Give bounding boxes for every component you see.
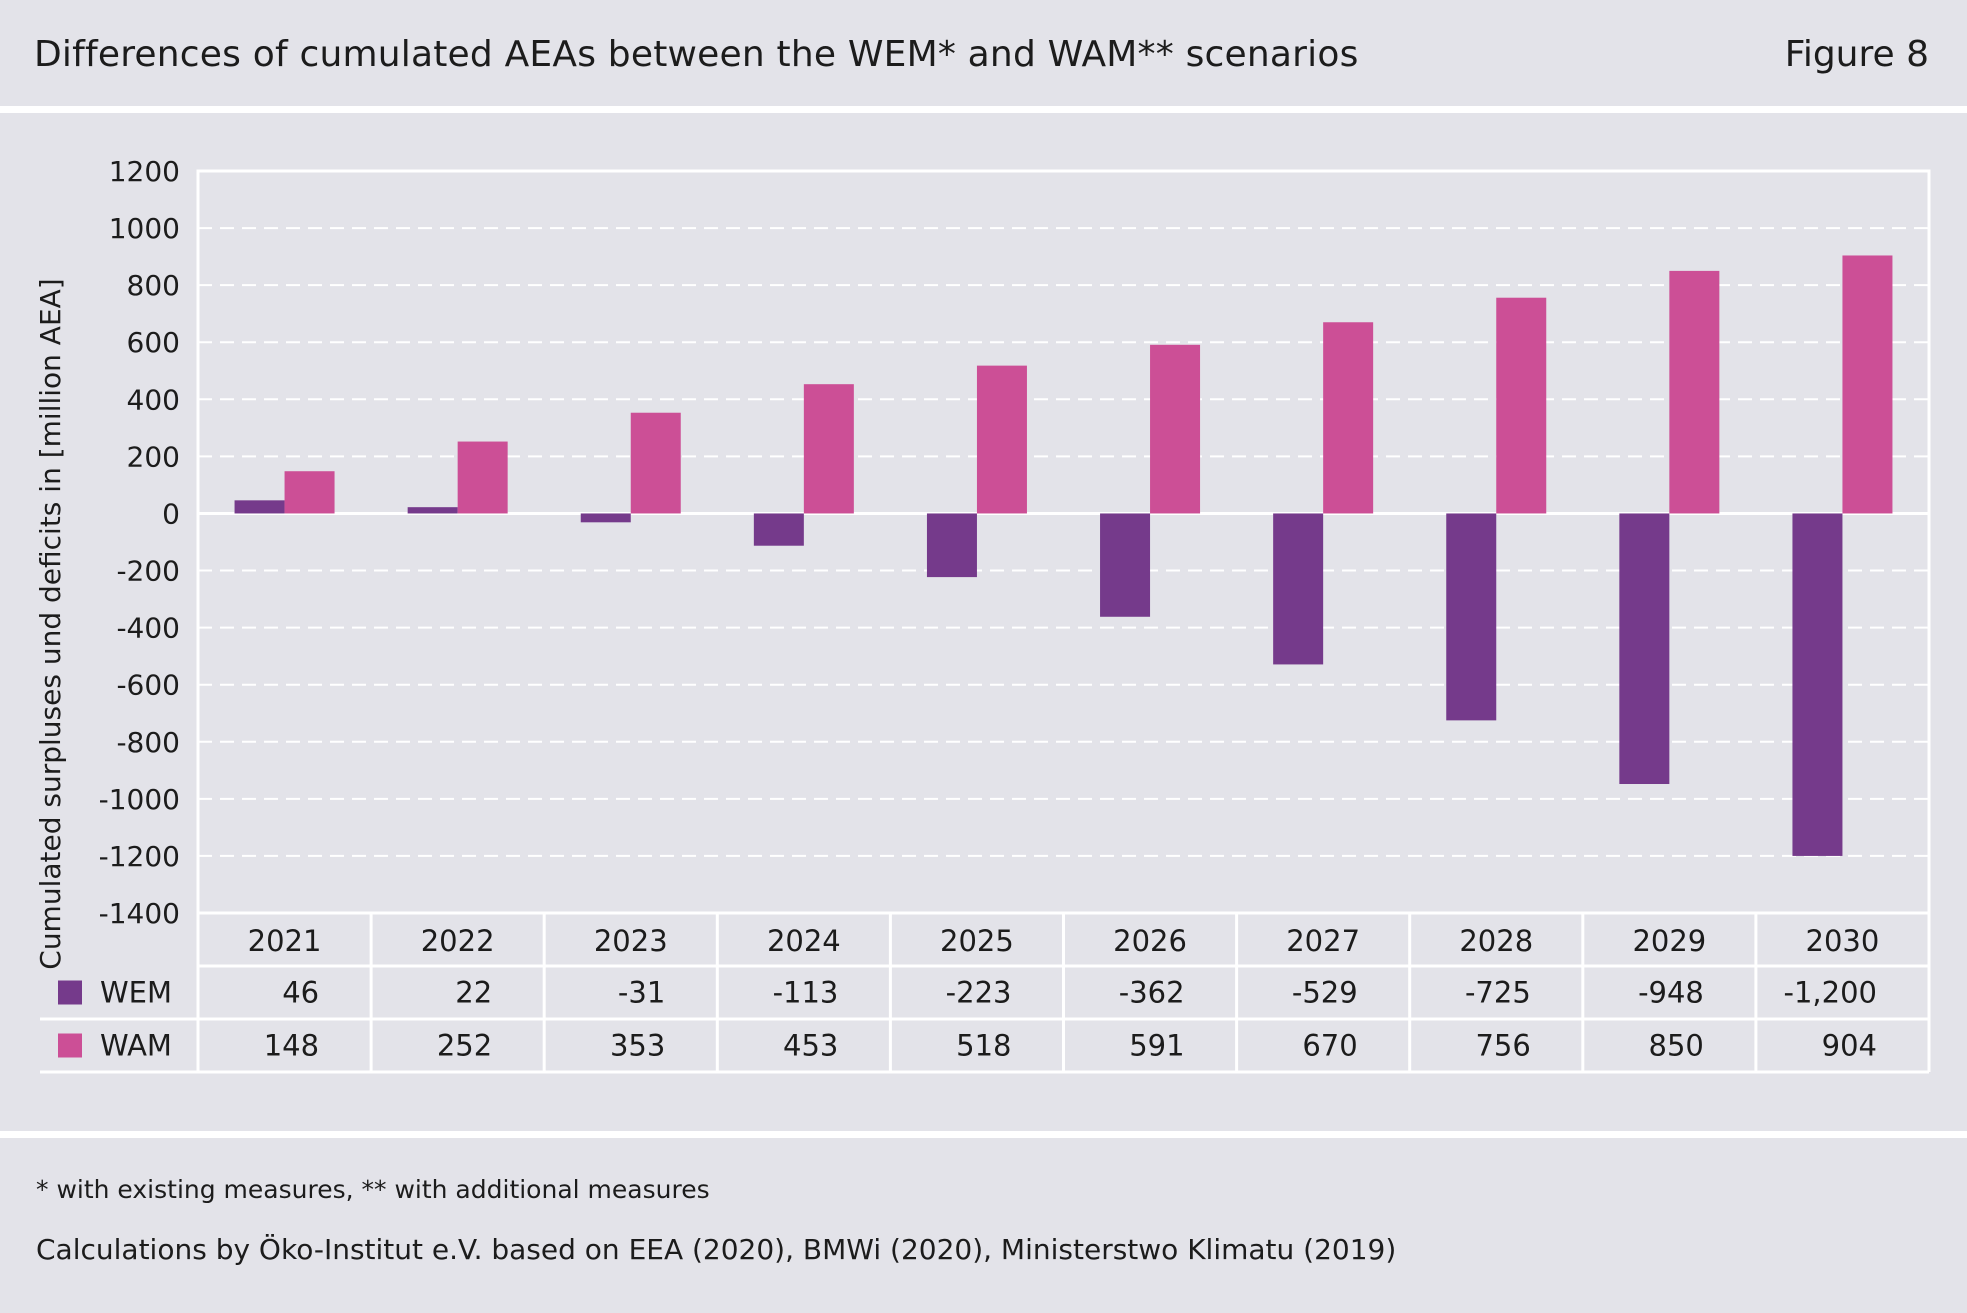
wem-bar [1273,513,1324,665]
y-tick-label: 1000 [109,212,180,245]
wam-value-label: 252 [437,1029,492,1063]
wem-bar [580,513,631,523]
y-tick-label: 1200 [109,155,180,188]
x-tick-label: 2029 [1632,924,1706,958]
wam-bar [803,384,854,514]
header-bar [0,0,1967,108]
wem-value-label: -1,200 [1784,976,1878,1010]
wem-bar [753,513,804,546]
data-table: 2021 2022 2023 2024 2025 2026 2027 2028 2029 2030… [40,913,1931,1074]
x-tick-label: 2027 [1286,924,1360,958]
wem-value-label: -113 [773,976,839,1010]
wem-value-label: -725 [1465,976,1531,1010]
wem-bar [407,507,458,514]
wam-bar [1150,344,1201,514]
chart-title: Differences of cumulated AEAs between th… [34,34,1359,75]
y-tick-label: -1000 [99,783,180,816]
x-tick-label: 2024 [767,924,841,958]
wam-bar [1842,255,1893,514]
y-tick-label: 0 [162,497,180,530]
wem-bar [1446,513,1497,721]
y-tick-label: -200 [116,555,180,588]
x-tick-label: 2028 [1459,924,1533,958]
y-axis-title: Cumulated surpluses und deficits in [mil… [34,278,67,969]
y-tick-label: 200 [127,440,180,473]
wem-value-label: -529 [1292,976,1358,1010]
figure-label: Figure 8 [1784,34,1929,75]
y-tick-label: 600 [127,326,180,359]
y-tick-label: -1400 [99,897,180,930]
x-tick-label: 2025 [940,924,1014,958]
x-tick-label: 2030 [1806,924,1880,958]
wem-value-label: -948 [1638,976,1704,1010]
wam-value-label: 518 [956,1029,1011,1063]
x-tick-label: 2026 [1113,924,1187,958]
footnote: * with existing measures, ** with additi… [36,1175,710,1204]
wam-value-label: 353 [610,1029,665,1063]
footer-separator [0,1131,1967,1138]
wem-bar [1619,513,1670,785]
wam-bar [1496,297,1547,514]
wam-bar [976,365,1027,514]
x-tick-label: 2023 [594,924,668,958]
y-tick-label: -400 [116,612,180,645]
wam-legend-label: WAM [100,1029,172,1063]
y-tick-label: -1200 [99,840,180,873]
bar-layer [234,255,1893,856]
y-tick-label: 800 [127,269,180,302]
wam-legend-swatch [58,1033,82,1058]
grid-layer [196,169,1931,915]
wem-value-label: 46 [282,976,319,1010]
wam-value-label: 670 [1302,1029,1357,1063]
wem-value-label: -362 [1119,976,1185,1010]
source-note: Calculations by Öko-Institut e.V. based … [36,1233,1397,1266]
wem-legend-label: WEM [100,976,172,1010]
wem-value-label: -223 [946,976,1012,1010]
wem-legend-swatch [58,980,82,1005]
wem-bar [1100,513,1151,617]
y-tick-label: -800 [116,726,180,759]
wem-bar [1792,513,1843,856]
wam-bar [630,412,681,514]
wem-value-label: 22 [455,976,492,1010]
wam-bar [457,441,508,514]
x-tick-label: 2022 [421,924,495,958]
wam-value-label: 756 [1475,1029,1530,1063]
wam-bar [1323,322,1374,514]
y-tick-label: 400 [127,383,180,416]
wam-bar [1669,270,1720,514]
axis-layer: 1200 1000 800 600 400 200 0 -200 -400 -600 -800 -10… [99,155,180,930]
wam-value-label: 850 [1649,1029,1704,1063]
wam-value-label: 591 [1129,1029,1184,1063]
wam-value-label: 453 [783,1029,838,1063]
wem-value-label: -31 [618,976,665,1010]
wem-bar [234,500,285,514]
header-separator [0,106,1967,113]
wam-value-label: 904 [1822,1029,1877,1063]
x-tick-label: 2021 [248,924,322,958]
y-tick-label: -600 [116,669,180,702]
wem-bar [926,513,977,578]
wam-value-label: 148 [264,1029,319,1063]
wam-bar [284,471,335,514]
